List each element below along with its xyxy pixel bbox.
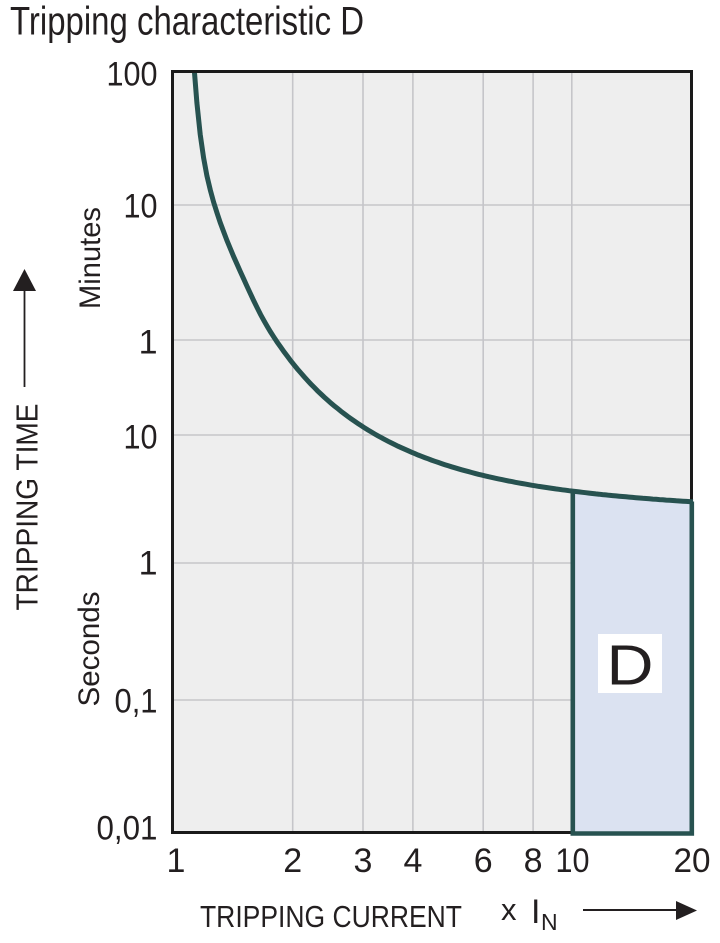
svg-text:0,1: 0,1 xyxy=(115,682,158,720)
svg-text:TRIPPING CURRENT: TRIPPING CURRENT xyxy=(200,899,462,934)
svg-text:1: 1 xyxy=(139,544,158,582)
svg-text:6: 6 xyxy=(474,842,493,880)
svg-text:D: D xyxy=(607,634,654,698)
svg-text:x: x xyxy=(501,892,517,927)
svg-text:20: 20 xyxy=(674,842,711,880)
svg-text:I: I xyxy=(531,893,540,931)
svg-text:10: 10 xyxy=(556,842,590,880)
svg-text:10: 10 xyxy=(124,188,158,226)
svg-text:2: 2 xyxy=(283,842,302,880)
svg-text:3: 3 xyxy=(354,842,373,880)
svg-text:N: N xyxy=(541,909,558,935)
svg-text:4: 4 xyxy=(403,842,422,880)
svg-text:Minutes: Minutes xyxy=(74,207,107,309)
svg-text:Seconds: Seconds xyxy=(73,592,106,707)
svg-text:0,01: 0,01 xyxy=(97,809,158,847)
svg-text:8: 8 xyxy=(524,842,543,880)
svg-text:1: 1 xyxy=(167,842,186,880)
svg-text:1: 1 xyxy=(139,323,158,361)
svg-text:100: 100 xyxy=(107,55,158,93)
svg-text:TRIPPING TIME: TRIPPING TIME xyxy=(10,404,45,611)
svg-text:Tripping characteristic D: Tripping characteristic D xyxy=(10,0,364,44)
svg-text:10: 10 xyxy=(124,418,158,456)
